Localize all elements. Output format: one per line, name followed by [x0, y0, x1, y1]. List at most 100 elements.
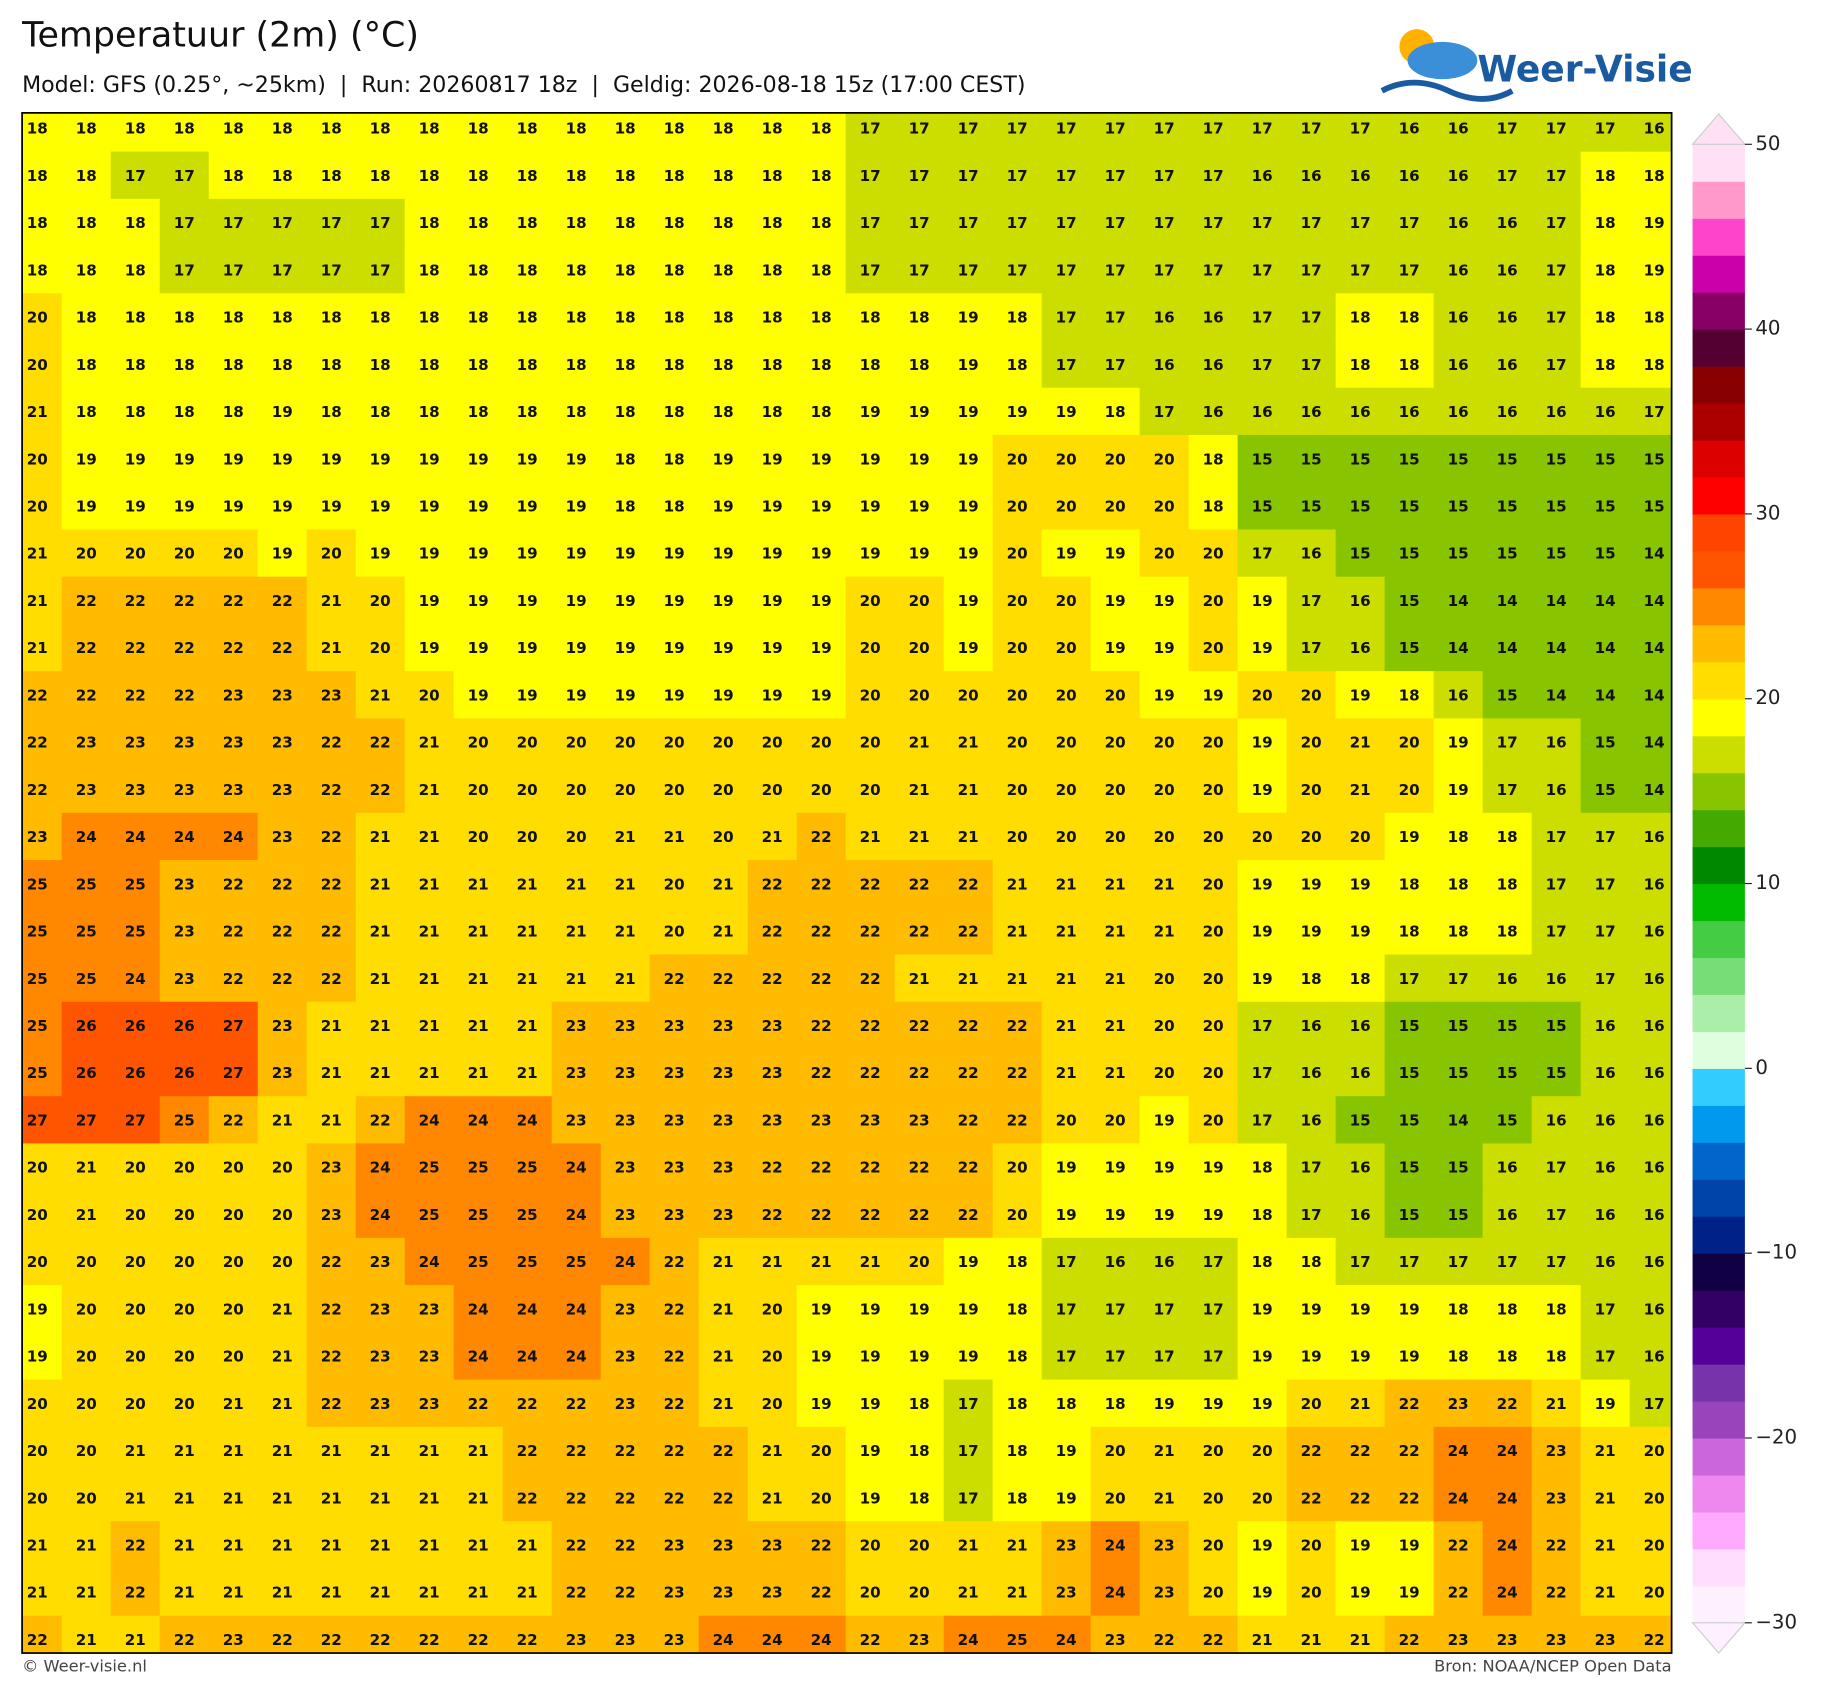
temperature-cell — [1286, 765, 1337, 814]
temperature-cell — [1335, 812, 1386, 861]
temperature-label: 19 — [1154, 1395, 1175, 1413]
temperature-cell — [110, 246, 161, 294]
temperature-cell — [1384, 1237, 1435, 1286]
temperature-cell — [1041, 529, 1092, 578]
temperature-cell — [551, 112, 602, 153]
temperature-cell — [1237, 671, 1288, 720]
temperature-cell — [1090, 293, 1141, 342]
temperature-label: 23 — [615, 1395, 636, 1413]
temperature-label: 19 — [664, 686, 685, 704]
temperature-cell — [257, 1096, 308, 1145]
temperature-label: 14 — [1644, 686, 1665, 704]
temperature-cell — [208, 1048, 259, 1097]
temperature-cell — [747, 812, 798, 861]
temperature-label: 22 — [1007, 1111, 1028, 1129]
temperature-label: 24 — [762, 1631, 783, 1649]
temperature-label: 23 — [615, 1348, 636, 1366]
temperature-label: 17 — [909, 214, 930, 232]
temperature-cell — [943, 1332, 994, 1381]
temperature-label: 19 — [958, 356, 979, 374]
temperature-label: 21 — [1154, 1442, 1175, 1460]
temperature-cell — [110, 1237, 161, 1286]
temperature-cell — [61, 812, 112, 861]
temperature-label: 18 — [713, 120, 734, 138]
temperature-cell — [1090, 1285, 1141, 1334]
temperature-label: 18 — [1301, 970, 1322, 988]
temperature-label: 22 — [321, 781, 342, 799]
temperature-label: 20 — [76, 1442, 97, 1460]
temperature-label: 20 — [909, 592, 930, 610]
temperature-label: 23 — [223, 734, 244, 752]
temperature-label: 16 — [1595, 1064, 1616, 1082]
temperature-cell — [1139, 1332, 1190, 1381]
temperature-cell — [356, 1663, 406, 1681]
temperature-cell — [1237, 1001, 1288, 1050]
temperature-label: 17 — [1007, 261, 1028, 279]
temperature-label: 16 — [1644, 970, 1665, 988]
temperature-label: 23 — [713, 1537, 734, 1555]
temperature-label: 20 — [713, 781, 734, 799]
temperature-label: 20 — [1203, 923, 1224, 941]
temperature-label: 23 — [370, 1395, 391, 1413]
temperature-cell — [159, 860, 210, 908]
temperature-label: 22 — [566, 1489, 587, 1507]
temperature-label: 18 — [174, 309, 195, 327]
temperature-label: 21 — [517, 1584, 538, 1602]
colorbar-segment — [1692, 1179, 1745, 1217]
temperature-label: 21 — [321, 1442, 342, 1460]
temperature-cell — [1629, 812, 1672, 861]
temperature-cell — [1188, 482, 1239, 531]
colorbar-segment — [1692, 1105, 1745, 1143]
temperature-cell — [208, 198, 259, 247]
temperature-cell — [1041, 907, 1092, 956]
temperature-cell — [1286, 1237, 1337, 1286]
temperature-label: 18 — [1644, 356, 1665, 374]
temperature-label: 21 — [468, 875, 489, 893]
temperature-cell — [1482, 907, 1533, 956]
temperature-label: 18 — [1399, 923, 1420, 941]
temperature-label: 21 — [419, 1017, 440, 1035]
temperature-label: 22 — [860, 970, 881, 988]
temperature-cell — [1629, 623, 1672, 672]
temperature-cell — [355, 907, 406, 956]
temperature-cell — [1384, 1332, 1435, 1381]
temperature-cell — [551, 434, 602, 483]
temperature-cell — [1580, 1048, 1631, 1097]
temperature-cell — [502, 1285, 553, 1334]
temperature-cell — [159, 1096, 210, 1145]
temperature-label: 15 — [1595, 497, 1616, 515]
temperature-cell — [551, 246, 602, 294]
temperature-label: 16 — [1644, 1253, 1665, 1271]
temperature-label: 18 — [615, 497, 636, 515]
temperature-label: 22 — [419, 1631, 440, 1649]
temperature-label: 22 — [566, 1395, 587, 1413]
temperature-cell — [404, 1143, 455, 1192]
temperature-label: 18 — [223, 120, 244, 138]
temperature-cell — [1335, 623, 1386, 672]
temperature-label: 17 — [958, 214, 979, 232]
temperature-cell — [257, 1190, 308, 1239]
temperature-cell — [1286, 623, 1337, 672]
temperature-label: 18 — [1546, 1348, 1567, 1366]
temperature-cell — [551, 198, 602, 247]
temperature-label: 22 — [272, 923, 293, 941]
temperature-cell — [796, 860, 847, 908]
temperature-label: 17 — [1546, 875, 1567, 893]
colorbar-tick-label: 20 — [1755, 686, 1780, 709]
temperature-cell — [1482, 718, 1533, 767]
temperature-label: 23 — [174, 970, 195, 988]
temperature-label: 21 — [419, 923, 440, 941]
temperature-cell — [600, 1048, 651, 1097]
temperature-label: 20 — [1301, 1395, 1322, 1413]
temperature-cell — [306, 1474, 357, 1522]
temperature-cell — [894, 434, 945, 483]
temperature-label: 23 — [762, 1064, 783, 1082]
temperature-label: 18 — [762, 120, 783, 138]
temperature-cell — [747, 576, 798, 625]
temperature-cell — [600, 387, 651, 436]
temperature-cell — [110, 434, 161, 483]
temperature-label: 21 — [370, 1537, 391, 1555]
temperature-cell — [1531, 246, 1582, 294]
temperature-label: 14 — [1546, 686, 1567, 704]
temperature-label: 20 — [1203, 1064, 1224, 1082]
